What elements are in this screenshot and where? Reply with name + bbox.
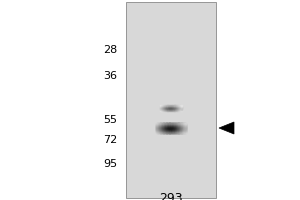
Bar: [126, 2, 216, 198]
Polygon shape: [219, 122, 234, 134]
Text: 28: 28: [103, 45, 117, 55]
Text: 293: 293: [159, 192, 183, 200]
Text: 55: 55: [103, 115, 117, 125]
Text: 95: 95: [103, 159, 117, 169]
Text: 36: 36: [103, 71, 117, 81]
Text: 72: 72: [103, 135, 117, 145]
